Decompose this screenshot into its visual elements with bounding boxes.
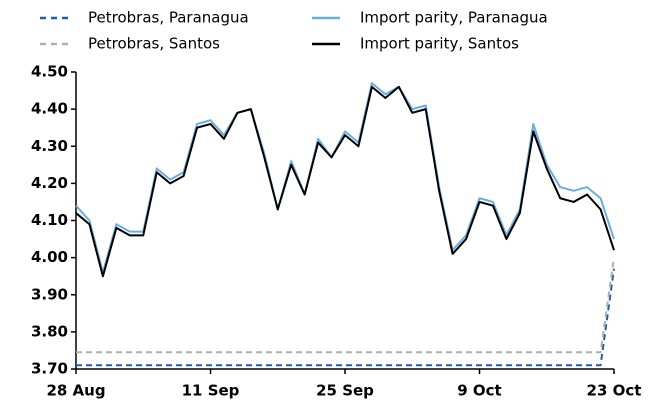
y-tick-label: 4.10 <box>31 211 68 229</box>
legend-label: Import parity, Paranagua <box>360 9 548 27</box>
legend-label: Import parity, Santos <box>360 35 519 53</box>
series-line <box>76 257 615 354</box>
y-tick-label: 4.20 <box>31 174 68 192</box>
y-tick-label: 4.50 <box>31 63 68 81</box>
legend-label: Petrobras, Paranagua <box>88 9 249 27</box>
series-line <box>76 268 615 367</box>
y-tick-label: 4.00 <box>31 248 68 266</box>
y-tick-label: 4.40 <box>31 100 68 118</box>
x-tick-label: 23 Oct <box>587 382 642 400</box>
y-tick-label: 3.80 <box>31 322 68 340</box>
x-tick-label: 25 Sep <box>316 382 374 400</box>
series-line <box>75 85 615 278</box>
series-line <box>75 82 615 274</box>
x-tick-label: 28 Aug <box>46 382 105 400</box>
y-tick-label: 4.30 <box>31 137 68 155</box>
x-tick-label: 11 Sep <box>182 382 240 400</box>
y-tick-label: 3.90 <box>31 285 68 303</box>
y-tick-label: 3.70 <box>31 360 68 378</box>
x-tick-label: 9 Oct <box>457 382 501 400</box>
legend-label: Petrobras, Santos <box>88 35 220 53</box>
